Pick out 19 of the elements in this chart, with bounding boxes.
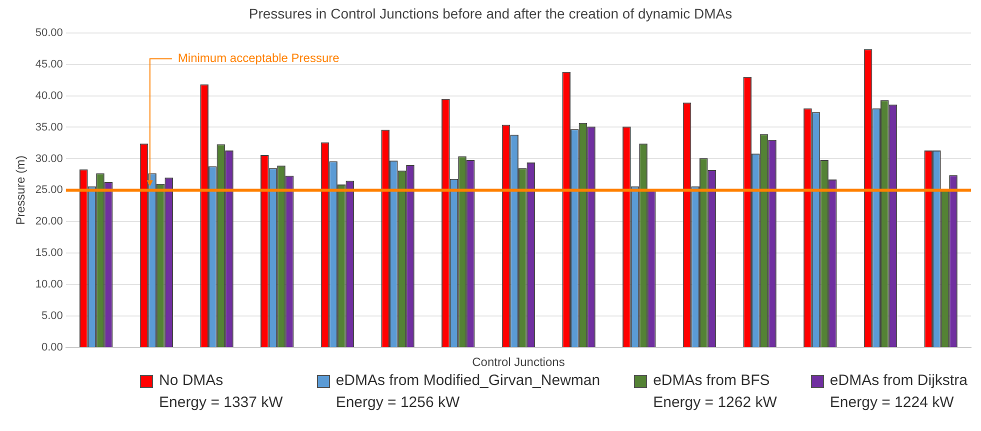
legend-label: eDMAs from Dijkstra Energy = 1224 kW (830, 371, 968, 413)
y-tick-label: 40.00 (35, 90, 63, 102)
y-tick-label: 5.00 (42, 310, 63, 322)
ref-line-label: Minimum acceptable Pressure (178, 51, 340, 66)
y-tick-label: 0.00 (42, 342, 63, 354)
y-tick-label: 45.00 (35, 58, 63, 70)
legend-label: eDMAs from Modified_Girvan_Newman Energy = 1256 kW (336, 371, 600, 413)
y-tick-label: 20.00 (35, 216, 63, 228)
y-tick-label: 15.00 (35, 247, 63, 260)
y-tick-label: 50.00 (35, 26, 63, 39)
y-tick-label: 10.00 (35, 278, 63, 291)
y-tick-label: 30.00 (35, 152, 63, 165)
y-tick-label: 25.00 (35, 184, 63, 196)
chart-title: Pressures in Control Junctions before and after the creation of dynamic DMAs (248, 5, 732, 22)
y-tick-label: 35.00 (35, 121, 63, 134)
x-axis-title: Control Junctions (472, 355, 565, 370)
legend-label: No DMAs Energy = 1337 kW (159, 371, 283, 413)
y-axis-title: Pressure (m) (14, 156, 28, 225)
legend-label: eDMAs from BFS Energy = 1262 kW (653, 371, 777, 413)
